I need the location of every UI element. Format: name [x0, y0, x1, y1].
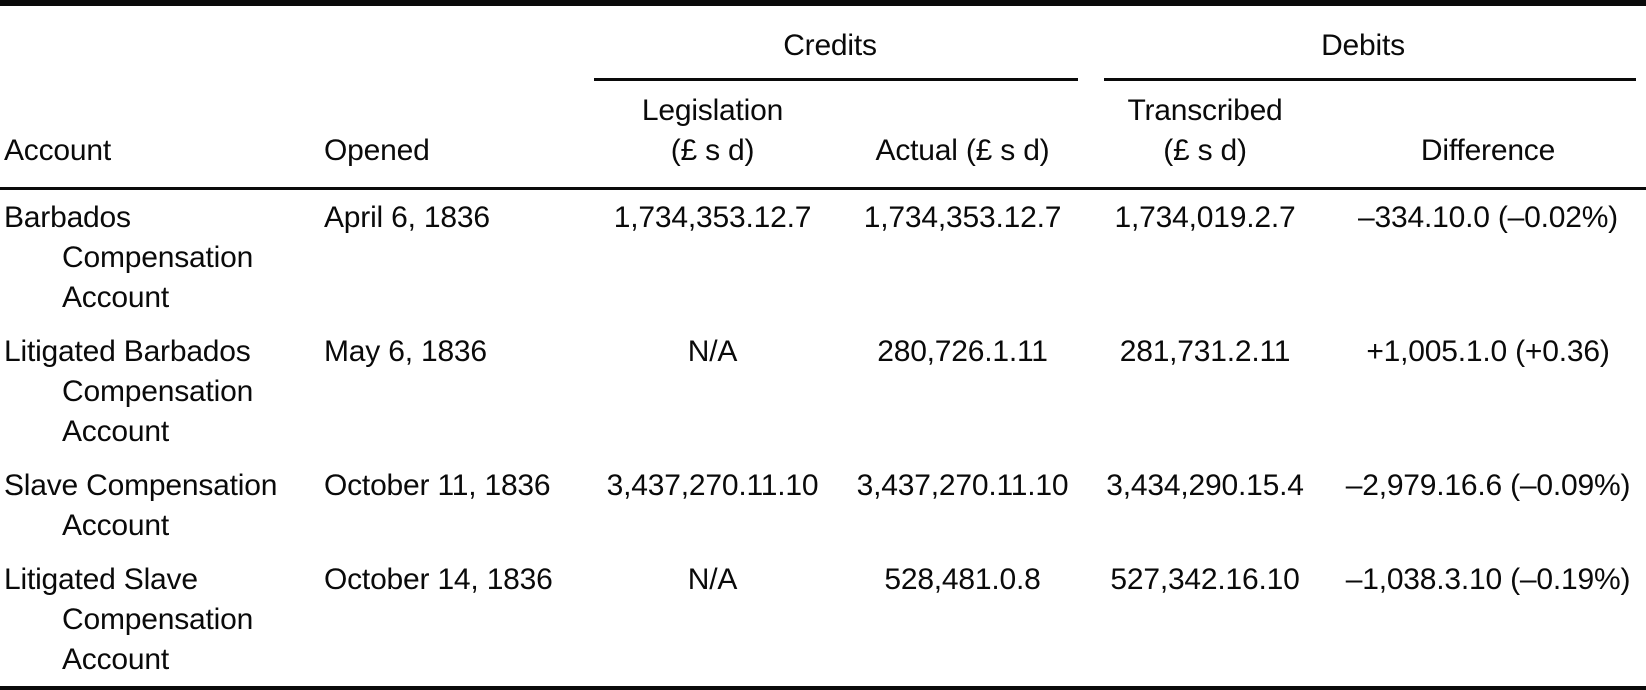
table-row-slave-compensation: Slave Compensation Account October 11, 1…	[0, 458, 1646, 552]
transcribed-value: 281,731.2.11	[1119, 335, 1291, 368]
table-row-litigated-barbados: Litigated Barbados Compensation Account …	[0, 324, 1646, 458]
account-name: Litigated Barbados Compensation Account	[4, 335, 254, 448]
column-header-difference: Difference	[1330, 81, 1646, 190]
difference-value: –1,038.3.10 (–0.19%)	[1345, 563, 1631, 596]
legislation-value: N/A	[687, 563, 738, 596]
column-header-transcribed: Transcribed (£ s d)	[1080, 81, 1330, 190]
difference-value: –2,979.16.6 (–0.09%)	[1345, 469, 1631, 502]
group-header-debits: Debits	[1080, 3, 1646, 81]
account-name: Litigated Slave Compensation Account	[4, 563, 254, 676]
transcribed-value: 527,342.16.10	[1110, 563, 1300, 596]
table-row-barbados-compensation: Barbados Compensation Account April 6, 1…	[0, 189, 1646, 325]
group-header-credits: Credits	[580, 3, 1080, 81]
credits-spanner: Credits	[580, 6, 1080, 81]
account-name: Slave Compensation Account	[4, 469, 278, 542]
legislation-header-line1: Legislation	[641, 94, 784, 127]
transcribed-value: 1,734,019.2.7	[1114, 201, 1296, 234]
table-row-litigated-slave: Litigated Slave Compensation Account Oct…	[0, 552, 1646, 688]
debits-spanner: Debits	[1080, 6, 1646, 81]
group-header-row: Credits Debits	[0, 3, 1646, 81]
debits-spanner-rule	[1104, 78, 1636, 81]
column-header-legislation: Legislation (£ s d)	[580, 81, 845, 190]
actual-value: 528,481.0.8	[884, 563, 1041, 596]
credits-group-label: Credits	[783, 29, 877, 62]
column-header-actual: Actual (£ s d)	[845, 81, 1080, 190]
legislation-header-line2: (£ s d)	[670, 134, 755, 167]
transcribed-header-line2: (£ s d)	[1163, 134, 1247, 167]
opened-date: October 11, 1836	[324, 469, 551, 502]
column-header-opened: Opened	[318, 81, 580, 190]
account-name: Barbados Compensation Account	[4, 201, 254, 314]
transcribed-value: 3,434,290.15.4	[1106, 469, 1304, 502]
column-header-account: Account	[0, 81, 318, 190]
debits-group-label: Debits	[1321, 29, 1405, 62]
legislation-value: N/A	[687, 335, 738, 368]
column-header-row: Account Opened Legislation (£ s d) Actua…	[0, 81, 1646, 190]
legislation-value: 3,437,270.11.10	[606, 469, 819, 502]
difference-value: –334.10.0 (–0.02%)	[1358, 201, 1618, 234]
credits-spanner-rule	[594, 78, 1078, 81]
actual-value: 3,437,270.11.10	[856, 469, 1069, 502]
opened-date: April 6, 1836	[324, 201, 490, 234]
opened-date: October 14, 1836	[324, 563, 553, 596]
actual-value: 280,726.1.11	[877, 335, 1048, 368]
difference-value: +1,005.1.0 (+0.36)	[1366, 335, 1610, 368]
opened-date: May 6, 1836	[324, 335, 487, 368]
transcribed-header-line1: Transcribed	[1127, 94, 1283, 127]
legislation-value: 1,734,353.12.7	[613, 201, 812, 234]
group-header-spacer	[0, 3, 580, 81]
actual-value: 1,734,353.12.7	[863, 201, 1062, 234]
